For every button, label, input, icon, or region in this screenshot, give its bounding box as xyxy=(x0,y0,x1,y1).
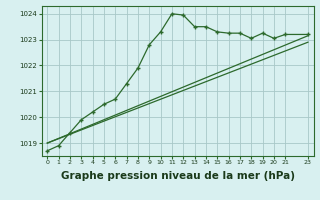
X-axis label: Graphe pression niveau de la mer (hPa): Graphe pression niveau de la mer (hPa) xyxy=(60,171,295,181)
